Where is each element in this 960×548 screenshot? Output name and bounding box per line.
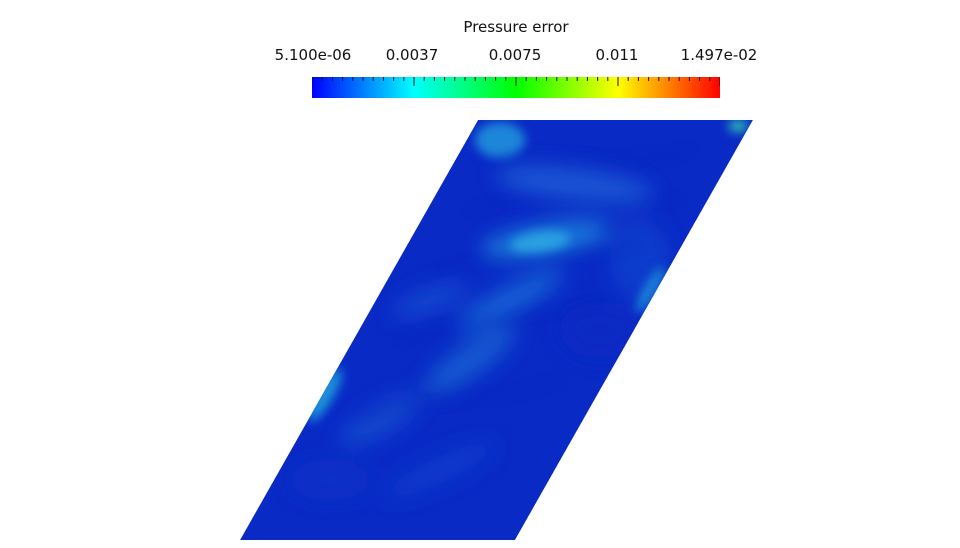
tick-label-3: 0.0075 <box>488 46 542 64</box>
scalar-bar <box>312 77 720 98</box>
tick-label-min: 5.100e-06 <box>274 46 352 64</box>
field-domain <box>240 120 753 540</box>
scalar-bar-title: Pressure error <box>463 18 569 36</box>
tick-label-4: 0.011 <box>595 46 639 64</box>
tick-label-max: 1.497e-02 <box>680 46 758 64</box>
tick-label-2: 0.0037 <box>385 46 439 64</box>
colorbar-ticks <box>312 77 720 86</box>
